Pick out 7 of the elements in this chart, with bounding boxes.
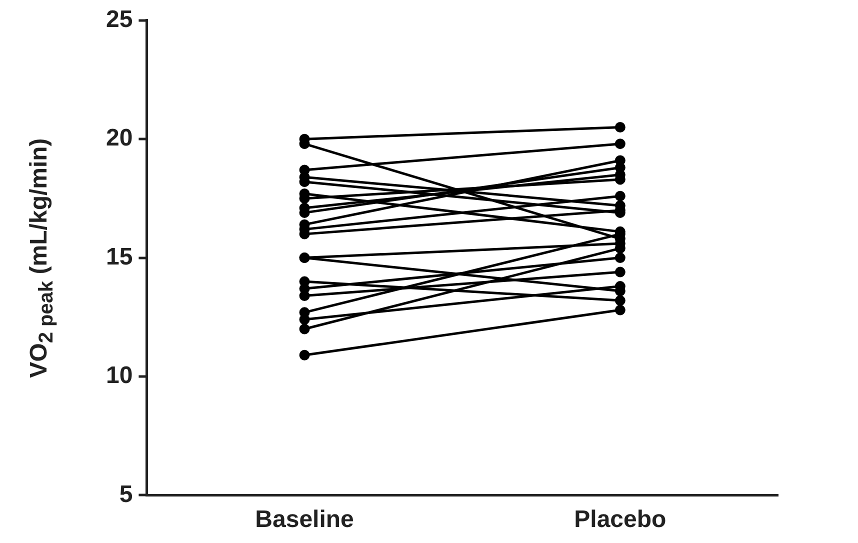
x-tick-label: Baseline (255, 506, 354, 534)
y-tick-label: 15 (106, 243, 133, 270)
y-tick-label: 10 (106, 362, 133, 390)
y-tick-label: 20 (106, 124, 133, 152)
y-tick-label: 25 (106, 6, 133, 34)
y-tick-label: 5 (119, 480, 133, 508)
x-tick-label: Placebo (574, 506, 666, 534)
